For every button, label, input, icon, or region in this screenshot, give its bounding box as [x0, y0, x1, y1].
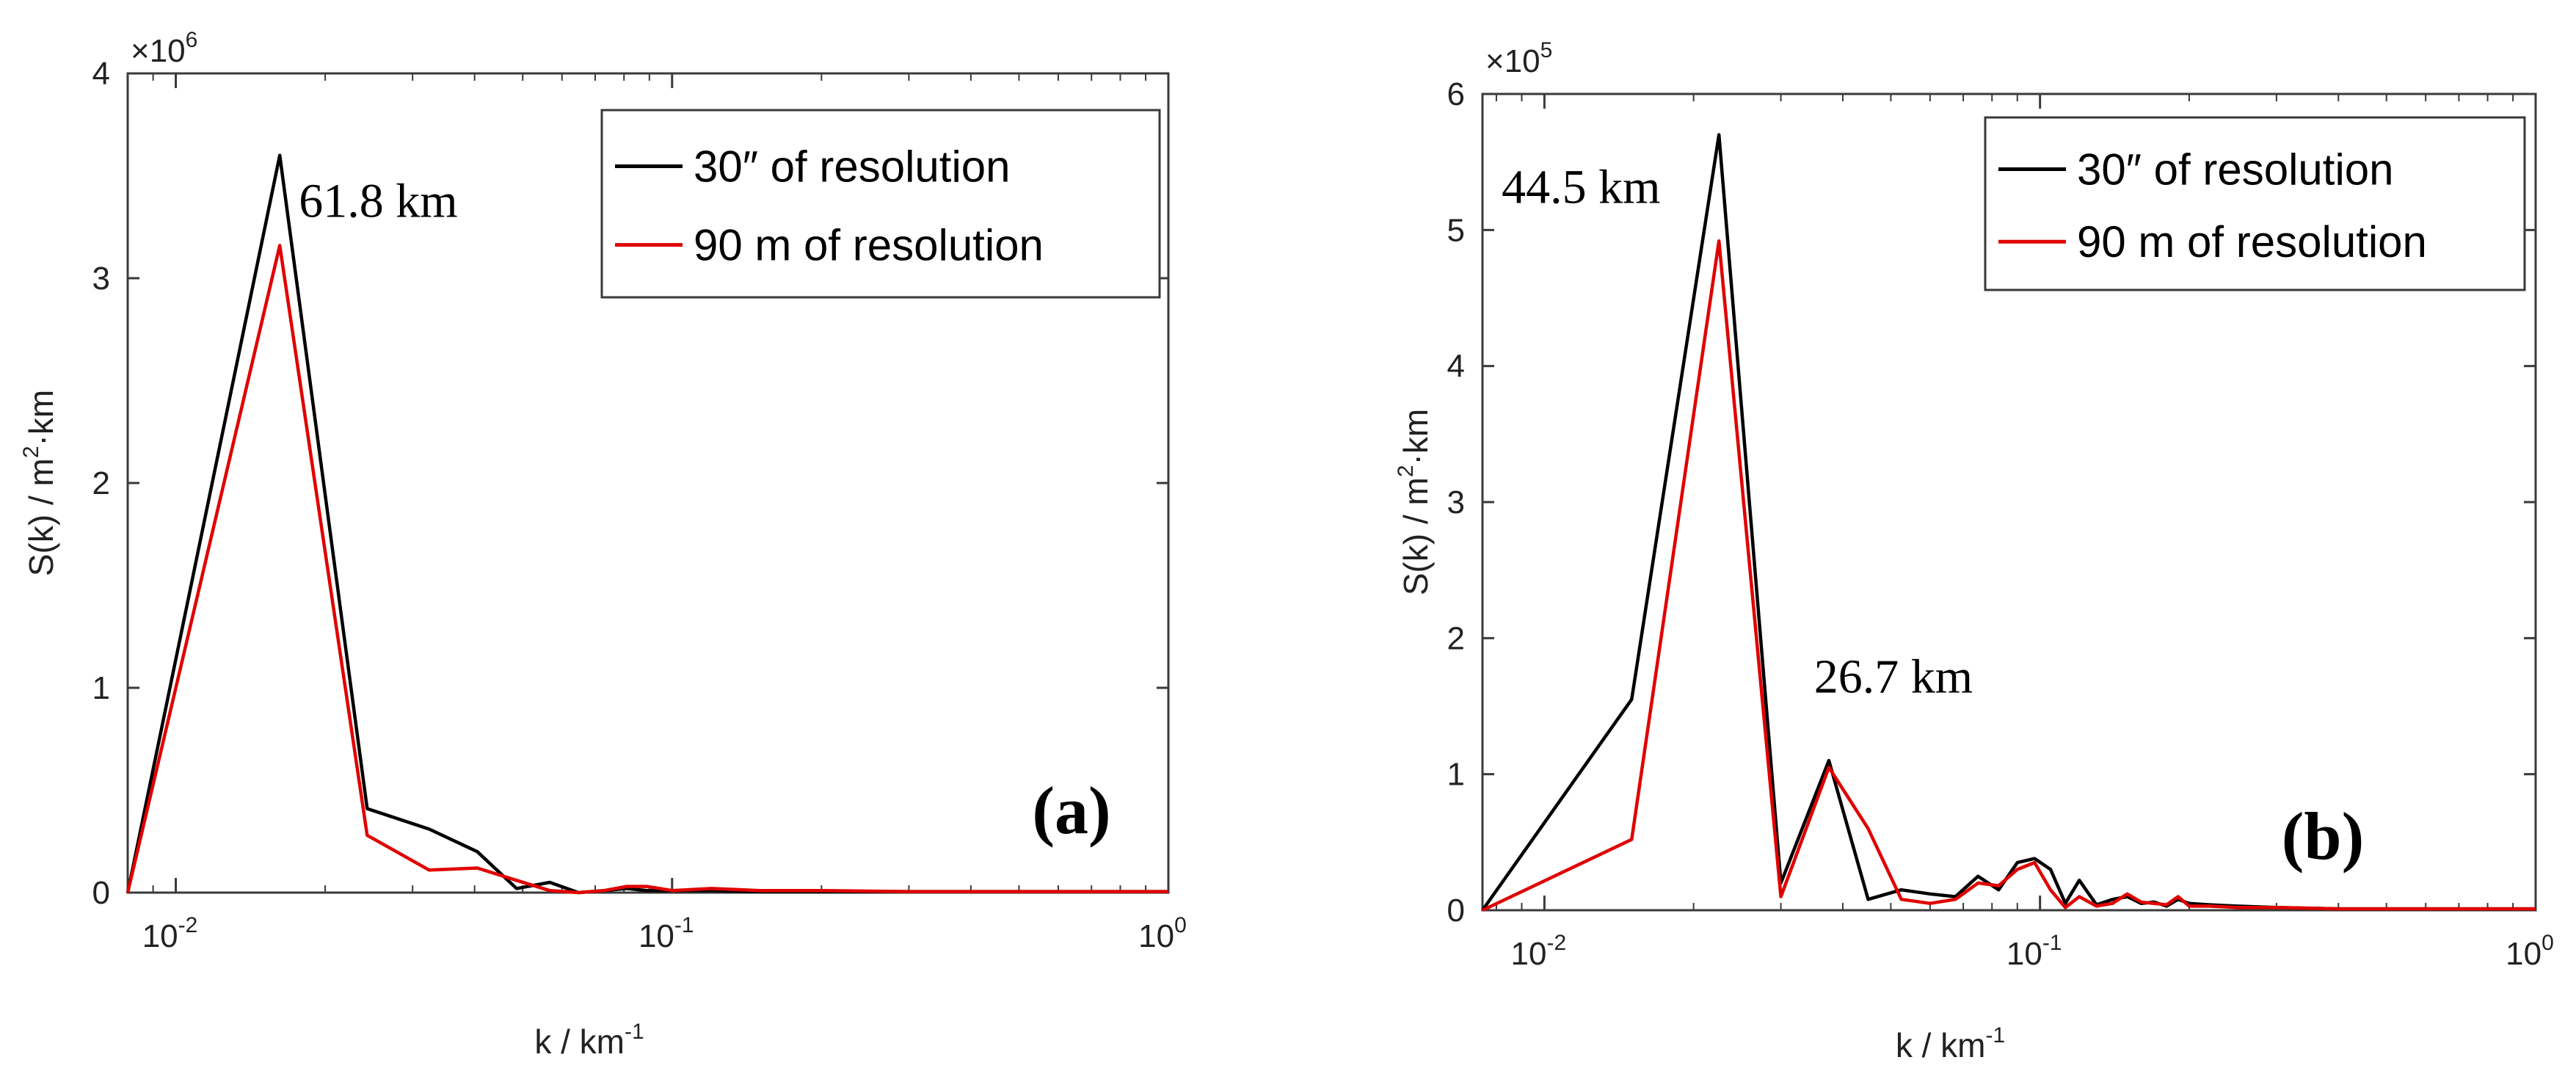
y-tick-label: 6: [1447, 76, 1465, 112]
y-multiplier: ×105: [1485, 38, 1552, 79]
x-tick-exponent: -2: [178, 913, 198, 937]
legend-entry: 30″ of resolution: [694, 142, 1011, 192]
legend-box: [600, 109, 1161, 299]
y-tick-label: 4: [1447, 349, 1465, 385]
legend-entry: 90 m of resolution: [694, 221, 1044, 270]
x-tick-exponent: 0: [2542, 931, 2554, 955]
x-axis-label: k / km-1: [534, 1020, 644, 1061]
y-multiplier-exponent: 5: [1540, 38, 1553, 62]
y-tick-label: 4: [92, 56, 110, 92]
x-tick-base: 10: [142, 918, 178, 954]
x-tick-base: 10: [2006, 936, 2042, 972]
panel-label: (a): [1032, 773, 1110, 848]
x-axis-label-text: k / km: [534, 1023, 625, 1061]
panel-label: (b): [2282, 799, 2364, 874]
x-tick-base: 10: [1511, 936, 1547, 972]
x-tick-exponent: -1: [674, 913, 694, 937]
y-axis-label-tail: ·km: [22, 390, 60, 446]
y-tick-label: 1: [92, 670, 110, 706]
x-tick-label: 10-2: [142, 913, 198, 954]
x-axis-label: k / km-1: [1896, 1023, 2005, 1064]
series-line-ninety-m: [125, 244, 1168, 895]
y-multiplier: ×106: [131, 28, 197, 69]
y-tick-label: 5: [1447, 212, 1465, 248]
peak-annotation: 26.7 km: [1814, 650, 1973, 703]
x-tick-exponent: -1: [2042, 931, 2062, 955]
legend-entry: 30″ of resolution: [2077, 145, 2394, 195]
peak-annotation: 61.8 km: [299, 174, 457, 228]
y-axis-label-tail: ·km: [1397, 409, 1435, 465]
x-tick-label: 10-2: [1511, 931, 1567, 972]
legend: 30″ of resolution 90 m of resolution: [1984, 116, 2526, 291]
y-axis-label-sup: 2: [1394, 465, 1418, 477]
y-tick-label: 0: [1447, 893, 1465, 929]
x-tick-label: 10-1: [2006, 931, 2062, 972]
x-tick-base: 10: [1138, 918, 1174, 954]
legend-box: [1984, 116, 2526, 291]
y-axis-label-text: S(k) / m: [1397, 477, 1435, 595]
legend-entry: 90 m of resolution: [2077, 217, 2427, 266]
y-tick-label: 3: [92, 261, 110, 297]
y-multiplier-base: ×10: [1485, 43, 1540, 79]
x-tick-label: 100: [1138, 913, 1187, 954]
y-tick-label: 3: [1447, 484, 1465, 520]
x-tick-label: 10-1: [638, 913, 694, 954]
y-multiplier-exponent: 6: [186, 28, 198, 52]
y-tick-label: 0: [92, 875, 110, 911]
y-axis-label-text: S(k) / m: [22, 458, 60, 576]
y-axis-label-sup: 2: [19, 446, 43, 458]
y-axis-label: S(k) / m2·km: [19, 390, 60, 576]
y-tick-label: 1: [1447, 757, 1465, 793]
y-multiplier-base: ×10: [131, 33, 186, 69]
x-axis-label-text: k / km: [1896, 1026, 1986, 1064]
x-tick-base: 10: [638, 918, 674, 954]
peak-annotation: 44.5 km: [1502, 160, 1660, 214]
legend: 30″ of resolution 90 m of resolution: [600, 109, 1161, 299]
x-tick-base: 10: [2506, 936, 2542, 972]
x-tick-label: 100: [2506, 931, 2554, 972]
y-tick-label: 2: [1447, 620, 1465, 656]
x-tick-exponent: 0: [1174, 913, 1187, 937]
y-tick-label: 2: [92, 465, 110, 501]
series-line-ninety-m: [1482, 239, 2536, 912]
x-axis-label-sup: -1: [625, 1020, 644, 1044]
x-tick-exponent: -2: [1547, 931, 1567, 955]
x-axis-label-sup: -1: [1985, 1023, 2005, 1047]
y-axis-label: S(k) / m2·km: [1394, 409, 1435, 595]
